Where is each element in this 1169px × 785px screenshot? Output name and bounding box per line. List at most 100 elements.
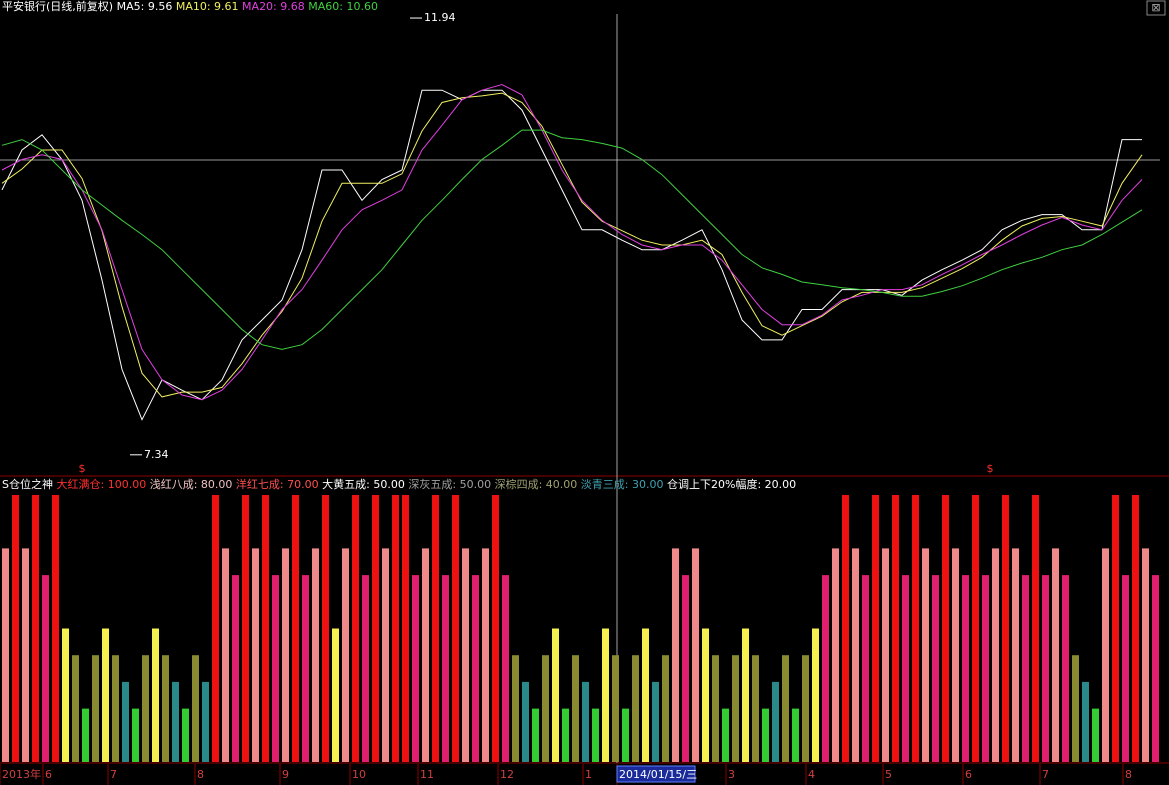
position-bar bbox=[252, 548, 259, 762]
position-bar bbox=[1102, 548, 1109, 762]
position-bar bbox=[352, 495, 359, 762]
legend-name: 深棕四成: bbox=[495, 477, 543, 491]
time-label: 5 bbox=[885, 768, 892, 781]
legend-name: 深灰五成: bbox=[408, 477, 456, 491]
position-bar bbox=[1072, 655, 1079, 762]
legend-name: 浅红八成: bbox=[150, 478, 198, 491]
position-bar bbox=[172, 681, 179, 762]
close-button[interactable] bbox=[1146, 0, 1166, 16]
position-bar bbox=[482, 548, 489, 762]
time-label: 6 bbox=[45, 768, 52, 781]
position-bar bbox=[552, 628, 559, 762]
position-bar bbox=[432, 495, 439, 762]
legend-name: 大黄五成: bbox=[322, 477, 370, 491]
position-bar bbox=[592, 708, 599, 762]
position-bar bbox=[862, 575, 869, 762]
position-bar bbox=[972, 495, 979, 762]
position-bar bbox=[722, 708, 729, 762]
cursor-date-box bbox=[616, 765, 696, 783]
position-bar bbox=[1052, 548, 1059, 762]
position-bar bbox=[162, 655, 169, 762]
position-bar bbox=[442, 575, 449, 762]
position-bar bbox=[372, 495, 379, 762]
time-label: 8 bbox=[1125, 768, 1132, 781]
legend-value: 10.60 bbox=[346, 0, 378, 13]
position-bar bbox=[952, 548, 959, 762]
position-bar bbox=[32, 495, 39, 762]
position-bar bbox=[542, 655, 549, 762]
time-label: 8 bbox=[197, 768, 204, 781]
position-bar bbox=[1062, 575, 1069, 762]
position-bar bbox=[382, 548, 389, 762]
time-label: 11 bbox=[420, 768, 434, 781]
legend-value: 80.00 bbox=[201, 478, 233, 491]
position-bar bbox=[852, 548, 859, 762]
price-header: 平安银行(日线,前复权) MA5: 9.56 MA10: 9.61 MA20: … bbox=[2, 0, 378, 13]
position-bar bbox=[212, 495, 219, 762]
position-bar bbox=[222, 548, 229, 762]
position-bar bbox=[292, 495, 299, 762]
indicator-header: S仓位之神 大红满仓: 100.00 浅红八成: 80.00 洋红七成: 70.… bbox=[2, 477, 796, 491]
position-bar bbox=[22, 548, 29, 762]
position-bar bbox=[1022, 575, 1029, 762]
position-bar bbox=[762, 708, 769, 762]
legend-value: 50.00 bbox=[460, 478, 492, 491]
annotation: 7.34 bbox=[144, 448, 169, 461]
legend-value: 50.00 bbox=[373, 478, 405, 491]
position-bar bbox=[672, 548, 679, 762]
time-label: 4 bbox=[808, 768, 815, 781]
time-label: 3 bbox=[728, 768, 735, 781]
position-bar bbox=[562, 708, 569, 762]
position-bar bbox=[652, 681, 659, 762]
legend-value: 40.00 bbox=[546, 478, 578, 491]
position-bar bbox=[272, 575, 279, 762]
position-bar bbox=[92, 655, 99, 762]
position-bar bbox=[842, 495, 849, 762]
legend-value: 9.61 bbox=[214, 0, 239, 13]
position-bar bbox=[772, 681, 779, 762]
legend-name: 仓调上下20%幅度: bbox=[667, 477, 761, 491]
time-label: 1 bbox=[585, 768, 592, 781]
position-bar bbox=[512, 655, 519, 762]
position-bar bbox=[882, 548, 889, 762]
position-bar bbox=[572, 655, 579, 762]
position-bar bbox=[792, 708, 799, 762]
position-bar bbox=[262, 495, 269, 762]
position-bar bbox=[992, 548, 999, 762]
position-bar bbox=[52, 495, 59, 762]
position-bar bbox=[452, 495, 459, 762]
position-bar bbox=[362, 575, 369, 762]
time-label: 2013年 bbox=[2, 767, 41, 781]
position-bar bbox=[182, 708, 189, 762]
position-bar bbox=[942, 495, 949, 762]
position-bar bbox=[42, 575, 49, 762]
position-bar bbox=[712, 655, 719, 762]
position-bar bbox=[1032, 495, 1039, 762]
position-bar bbox=[582, 681, 589, 762]
legend-name: MA20: bbox=[242, 0, 277, 13]
position-bar bbox=[692, 548, 699, 762]
position-bar bbox=[1082, 681, 1089, 762]
position-bar bbox=[232, 575, 239, 762]
legend-name: 洋红七成: bbox=[236, 477, 284, 491]
position-bar bbox=[602, 628, 609, 762]
position-bar bbox=[682, 575, 689, 762]
position-bar bbox=[832, 548, 839, 762]
position-bar bbox=[2, 548, 9, 762]
position-bar bbox=[192, 655, 199, 762]
position-bar bbox=[402, 495, 409, 762]
position-bar bbox=[702, 628, 709, 762]
close-icon[interactable]: ⊠ bbox=[1151, 1, 1160, 14]
time-label: 10 bbox=[352, 768, 366, 781]
position-bar bbox=[412, 575, 419, 762]
legend-value: 9.68 bbox=[280, 0, 305, 13]
position-bar bbox=[302, 575, 309, 762]
time-label: 2014/01/15/三 bbox=[619, 768, 697, 781]
legend-name: MA60: bbox=[308, 0, 343, 13]
position-bar bbox=[462, 548, 469, 762]
position-bar bbox=[1002, 495, 1009, 762]
position-bar bbox=[82, 708, 89, 762]
legend-name: MA5: bbox=[117, 0, 145, 13]
position-bar bbox=[242, 495, 249, 762]
